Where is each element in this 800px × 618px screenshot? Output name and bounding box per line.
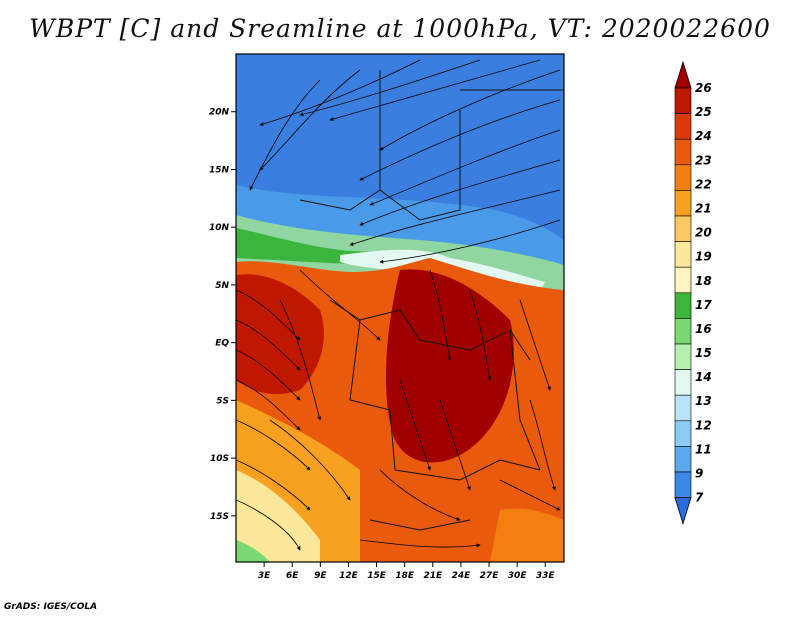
hot-core-central [385, 269, 514, 463]
lat-tick-label: 15S [210, 512, 229, 522]
lon-tick-label: 21E [423, 571, 443, 581]
lon-tick-label: 18E [395, 571, 415, 581]
south-green [236, 540, 270, 562]
colorbar-label: 7 [695, 491, 704, 505]
colorbar-boxes [674, 60, 692, 525]
colorbar-label: 24 [695, 129, 712, 143]
colorbar-box [674, 138, 692, 166]
colorbar-box [674, 394, 692, 422]
map-frame [235, 53, 565, 563]
hot-core-west [236, 274, 324, 395]
grads-credit: GrADS: IGES/COLA [4, 602, 98, 612]
lat-tick-label: EQ [215, 339, 229, 349]
colorbar-label: 12 [695, 418, 712, 432]
colorbar-label: 21 [695, 201, 712, 215]
colorbar-bottom-arrow [674, 497, 692, 525]
lon-tick-label: 9E [314, 571, 327, 581]
colorbar-box [674, 87, 692, 114]
colorbar-labels: 26 25 24 23 22 21 20 19 18 17 16 15 14 13 12 11 9 7 [695, 81, 712, 505]
lat-tick-label: 15N [209, 165, 230, 175]
colorbar-label: 17 [695, 298, 712, 312]
country-borders [299, 70, 564, 531]
colorbar-label: 22 [695, 177, 712, 191]
colorbar-box [674, 343, 692, 370]
colorbar-box [674, 164, 692, 191]
southwest-mild [236, 470, 320, 562]
colorbar-box [674, 318, 692, 345]
lon-tick-label: 15E [367, 571, 387, 581]
colorbar-label: 19 [695, 250, 712, 264]
map-title: WBPT [C] and Sreamline at 1000hPa, VT: 2… [29, 14, 771, 43]
lat-tick-label: 20N [209, 108, 230, 118]
colorbar-label: 13 [695, 394, 712, 408]
lon-tick-label: 6E [286, 571, 299, 581]
lat-tick-label: 5S [216, 396, 229, 406]
streamlines [236, 59, 561, 551]
colorbar-box [674, 446, 692, 473]
colorbar-label: 16 [695, 322, 712, 336]
colorbar-label: 25 [695, 105, 712, 119]
colorbar-box [674, 471, 692, 498]
lon-tick-label: 24E [452, 571, 472, 581]
colorbar-label: 20 [695, 226, 712, 240]
longitude-axis: 3E 6E 9E 12E 15E 18E 21E 24E 27E 30E 33E [258, 562, 556, 581]
colorbar-box [674, 369, 692, 396]
colorbar-label: 9 [695, 467, 703, 481]
colorbar-label: 18 [695, 274, 712, 288]
southeast-mild [490, 508, 564, 562]
colorbar-label: 26 [695, 81, 712, 95]
colorbar-label: 15 [695, 346, 712, 360]
lon-tick-label: 33E [536, 571, 556, 581]
colorbar-label: 11 [695, 442, 712, 456]
colorbar-box [674, 190, 692, 217]
colorbar-box [674, 215, 692, 242]
colorbar-box [674, 420, 692, 447]
lon-tick-label: 30E [508, 571, 528, 581]
colorbar-label: 14 [695, 370, 712, 384]
lon-tick-label: 12E [339, 571, 359, 581]
lat-tick-label: 5N [215, 281, 229, 291]
colorbar-top-arrow [674, 60, 692, 89]
colorbar-box [674, 113, 692, 140]
colorbar-box [674, 292, 692, 319]
lat-tick-label: 10S [210, 454, 229, 464]
lat-tick-label: 10N [209, 223, 230, 233]
lon-tick-label: 3E [258, 571, 271, 581]
lon-tick-label: 27E [480, 571, 500, 581]
latitude-axis: 20N 15N 10N 5N EQ 5S 10S 15S [209, 108, 236, 522]
colorbar-box [674, 241, 692, 268]
colorbar-box [674, 266, 692, 294]
colorbar-label: 23 [695, 153, 712, 167]
